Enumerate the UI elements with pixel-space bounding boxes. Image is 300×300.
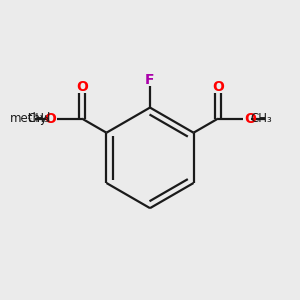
Text: O: O	[244, 112, 256, 126]
Text: O: O	[44, 112, 56, 126]
Text: methyl: methyl	[10, 112, 52, 125]
Text: methyl: methyl	[28, 118, 32, 119]
Text: CH₃: CH₃	[28, 112, 50, 125]
Text: O: O	[212, 80, 224, 94]
Text: F: F	[145, 73, 155, 87]
Text: O: O	[76, 80, 88, 94]
Text: CH₃: CH₃	[250, 112, 272, 125]
